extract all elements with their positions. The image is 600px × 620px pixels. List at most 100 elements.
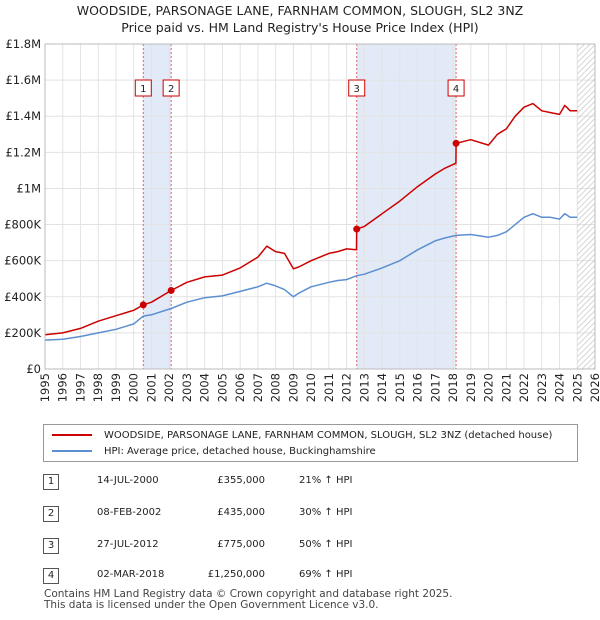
x-tick-label: 2021: [499, 373, 513, 402]
sale-date: 14-JUL-2000: [97, 475, 159, 486]
sale-marker-box: [348, 79, 366, 97]
sale-number-badge: 3: [43, 538, 59, 554]
legend-label-property: WOODSIDE, PARSONAGE LANE, FARNHAM COMMON…: [104, 430, 553, 441]
y-tick-label: £1.6M: [5, 73, 41, 87]
x-tick-label: 1999: [109, 373, 123, 402]
x-tick-label: 2001: [144, 373, 158, 402]
y-tick-label: £600K: [4, 254, 41, 268]
price-chart: 1 2 3 4 £0 £200K £400K £600K £800K £1M £1.2M £1.4M…: [4, 37, 600, 402]
y-tick-label: £400K: [4, 290, 41, 304]
sale-price: £775,000: [217, 539, 265, 550]
sale-row: 2 08-FEB-2002 £435,000 30% ↑ HPI: [43, 506, 563, 524]
x-tick-label: 2004: [198, 373, 212, 402]
sale-row: 1 14-JUL-2000 £355,000 21% ↑ HPI: [43, 474, 563, 492]
x-tick-label: 1996: [56, 373, 70, 402]
sale-marker-label: 1: [140, 84, 146, 95]
x-tick-label: 2008: [269, 373, 283, 402]
sale-hpi-change: 21% ↑ HPI: [299, 475, 353, 486]
x-axis-ticks: 1995 1996 1997 1998 1999 2000 2001 2002 2003 2004…: [38, 373, 600, 402]
x-tick-label: 2007: [251, 373, 265, 402]
legend-swatch-hpi: [52, 450, 92, 452]
sale-marker-box: [162, 79, 180, 97]
x-tick-label: 2020: [482, 373, 496, 402]
plot-frame: [44, 43, 596, 370]
y-tick-label: £1M: [16, 181, 41, 195]
sale-hpi-change: 30% ↑ HPI: [299, 507, 353, 518]
x-tick-label: 2011: [322, 373, 336, 402]
x-tick-label: 2017: [428, 373, 442, 402]
x-tick-label: 1997: [73, 373, 87, 402]
x-tick-label: 2005: [215, 373, 229, 402]
sale-marker-label: 3: [354, 84, 360, 95]
footer: Contains HM Land Registry data © Crown c…: [44, 589, 452, 611]
x-tick-label: 1998: [91, 373, 105, 402]
sale-number-badge: 4: [43, 568, 59, 584]
y-tick-label: £1.2M: [5, 145, 41, 159]
series-lines: [44, 102, 578, 341]
sale-marker-box: [134, 79, 152, 97]
y-tick-label: £200K: [4, 326, 41, 340]
x-tick-label: 2022: [517, 373, 531, 402]
sale-price: £355,000: [217, 475, 265, 486]
sale-number-badge: 1: [43, 474, 59, 490]
x-tick-label: 2003: [180, 373, 194, 402]
x-tick-label: 2023: [535, 373, 549, 402]
legend-item-hpi: HPI: Average price, detached house, Buck…: [52, 445, 376, 459]
x-tick-label: 2018: [446, 373, 460, 402]
legend: WOODSIDE, PARSONAGE LANE, FARNHAM COMMON…: [43, 424, 578, 462]
sale-point: [167, 286, 175, 294]
y-tick-label: £1.8M: [5, 37, 41, 51]
x-tick-label: 2016: [411, 373, 425, 402]
sale-price: £435,000: [217, 507, 265, 518]
sale-marker-label: 2: [168, 84, 174, 95]
chart-subtitle: Price paid vs. HM Land Registry's House …: [121, 20, 479, 35]
grid-lines: [44, 43, 596, 370]
sale-marker-boxes: 1 2 3 4: [134, 79, 465, 97]
sale-date: 27-JUL-2012: [97, 539, 159, 550]
x-tick-label: 2009: [286, 373, 300, 402]
sale-row: 4 02-MAR-2018 £1,250,000 69% ↑ HPI: [43, 568, 563, 586]
shaded-period: [356, 44, 457, 369]
chart-title: WOODSIDE, PARSONAGE LANE, FARNHAM COMMON…: [76, 3, 524, 18]
sale-date: 02-MAR-2018: [97, 569, 165, 580]
x-tick-label: 2012: [340, 373, 354, 402]
forecast-hatch: [577, 44, 595, 369]
sale-hpi-change: 69% ↑ HPI: [299, 569, 353, 580]
x-tick-label: 2024: [553, 373, 567, 402]
x-tick-label: 2002: [162, 373, 176, 402]
series-line-hpi: [44, 212, 578, 341]
x-tick-label: 2015: [393, 373, 407, 402]
footer-licence: This data is licensed under the Open Gov…: [44, 599, 379, 611]
x-tick-label: 2026: [588, 373, 600, 402]
x-tick-label: 1995: [38, 373, 52, 402]
sale-points: [139, 139, 460, 309]
y-tick-label: £1.4M: [5, 109, 41, 123]
legend-item-property: WOODSIDE, PARSONAGE LANE, FARNHAM COMMON…: [52, 429, 552, 443]
sale-marker-box: [447, 79, 465, 97]
sale-point: [452, 139, 460, 147]
y-axis-ticks: £0 £200K £400K £600K £800K £1M £1.2M £1.4M £1.6M…: [4, 37, 41, 376]
chart-title-block: WOODSIDE, PARSONAGE LANE, FARNHAM COMMON…: [0, 2, 600, 36]
sale-marker-label: 4: [453, 84, 459, 95]
legend-label-hpi: HPI: Average price, detached house, Buck…: [104, 446, 376, 457]
x-tick-label: 2013: [357, 373, 371, 402]
x-tick-label: 2014: [375, 373, 389, 402]
sale-price: £1,250,000: [207, 569, 265, 580]
x-tick-label: 2006: [233, 373, 247, 402]
sale-point: [139, 301, 147, 309]
legend-swatch-property: [52, 434, 92, 436]
sale-number-badge: 2: [43, 506, 59, 522]
footer-copyright: Contains HM Land Registry data © Crown c…: [44, 588, 453, 600]
y-tick-label: £0: [26, 362, 41, 376]
x-tick-label: 2000: [127, 373, 141, 402]
sale-date: 08-FEB-2002: [97, 507, 162, 518]
x-tick-label: 2019: [464, 373, 478, 402]
sale-row: 3 27-JUL-2012 £775,000 50% ↑ HPI: [43, 538, 563, 556]
sale-hpi-change: 50% ↑ HPI: [299, 539, 353, 550]
x-tick-label: 2010: [304, 373, 318, 402]
shaded-periods: [143, 44, 457, 369]
y-tick-label: £800K: [4, 218, 41, 232]
series-line-property: [44, 102, 578, 336]
x-tick-label: 2025: [570, 373, 584, 402]
forecast-region: [577, 44, 595, 369]
